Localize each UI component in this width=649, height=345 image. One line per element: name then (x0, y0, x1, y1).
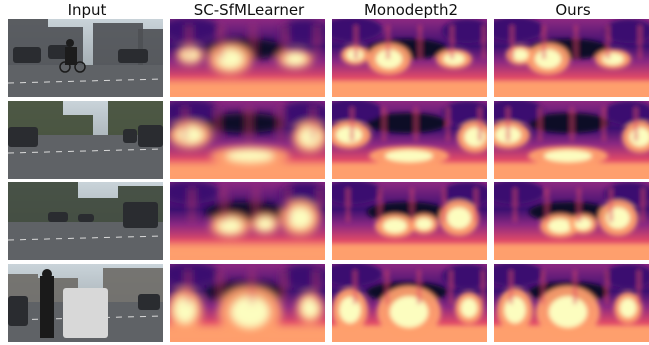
ours-picture-row-2 (494, 101, 649, 179)
input-image-row-1 (8, 19, 163, 97)
ours-picture-row-1 (494, 19, 649, 97)
sc_sfm-picture-row-4 (170, 264, 325, 342)
sc_sfm-picture-row-1 (170, 19, 325, 97)
input-picture-row-4 (8, 264, 163, 342)
sc_sfm-image-row-3 (170, 182, 325, 260)
monodepth2-picture-row-1 (332, 19, 487, 97)
input-image-row-4 (8, 264, 163, 342)
monodepth2-picture-row-2 (332, 101, 487, 179)
ours-image-row-1 (494, 19, 649, 97)
sc_sfm-picture-row-3 (170, 182, 325, 260)
sc_sfm-image-row-1 (170, 19, 325, 97)
input-picture-row-3 (8, 182, 163, 260)
monodepth2-image-row-2 (332, 101, 487, 179)
header-monodepth2: Monodepth2 (363, 1, 458, 19)
monodepth2-image-row-4 (332, 264, 487, 342)
header-input: Input (67, 1, 107, 19)
ours-image-row-3 (494, 182, 649, 260)
ours-picture-row-3 (494, 182, 649, 260)
monodepth2-image-row-3 (332, 182, 487, 260)
ours-picture-row-4 (494, 264, 649, 342)
header-sc-sfmlearner: SC-SfMLearner (193, 1, 305, 19)
monodepth2-picture-row-3 (332, 182, 487, 260)
header-ours: Ours (555, 1, 591, 19)
input-picture-row-1 (8, 19, 163, 97)
sc_sfm-picture-row-2 (170, 101, 325, 179)
input-picture-row-2 (8, 101, 163, 179)
ours-image-row-2 (494, 101, 649, 179)
monodepth2-image-row-1 (332, 19, 487, 97)
ours-image-row-4 (494, 264, 649, 342)
sc_sfm-image-row-4 (170, 264, 325, 342)
input-image-row-3 (8, 182, 163, 260)
input-image-row-2 (8, 101, 163, 179)
monodepth2-picture-row-4 (332, 264, 487, 342)
sc_sfm-image-row-2 (170, 101, 325, 179)
